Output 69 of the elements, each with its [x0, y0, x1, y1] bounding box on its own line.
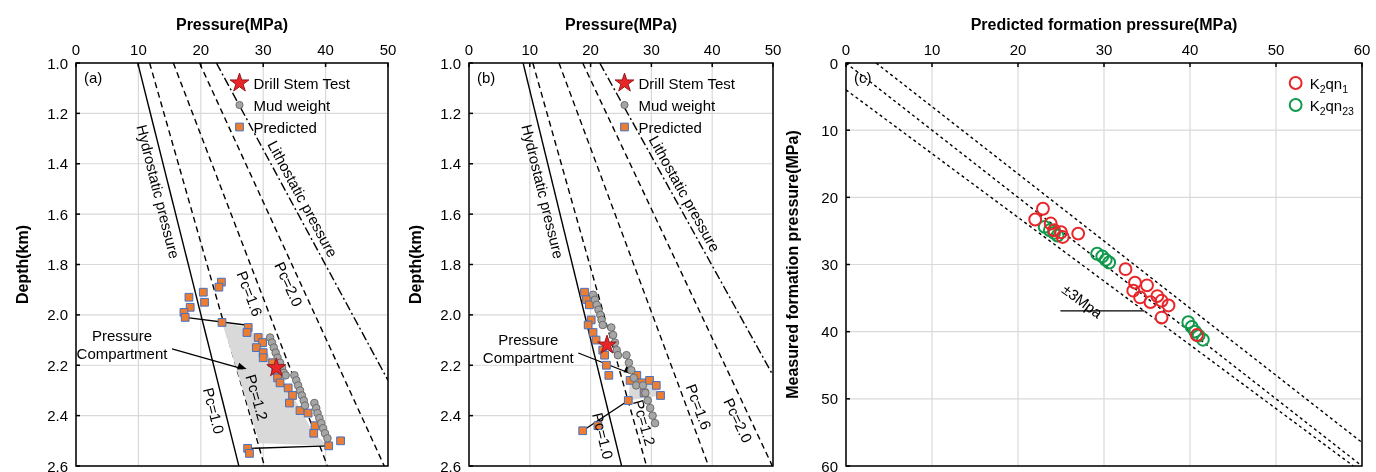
- x-tick-label: 0: [841, 41, 851, 58]
- x-axis-title: Pressure(MPa): [175, 16, 289, 33]
- y-tick-label: 2.0: [47, 306, 68, 324]
- annotation: Pc=1.6: [682, 381, 715, 432]
- x-tick-label: 30: [254, 41, 272, 58]
- y-tick-label: 50: [821, 390, 838, 408]
- legend-label: Drill Stem Test: [253, 74, 351, 92]
- legend-label: Predicted: [638, 118, 702, 136]
- x-tick-label: 50: [379, 41, 397, 58]
- y-tick-label: 2.4: [440, 407, 461, 425]
- y-tick-label: 2.2: [440, 356, 461, 374]
- y-tick-label: 2.6: [47, 457, 68, 472]
- y-tick-label: 2.4: [47, 407, 68, 425]
- annotation: Pc=1.2: [242, 372, 272, 423]
- y-tick-label: 60: [821, 457, 838, 472]
- x-tick-label: 50: [764, 41, 782, 58]
- annotation: (a): [84, 69, 103, 86]
- x-tick-label: 20: [582, 41, 599, 58]
- x-tick-label: 40: [703, 41, 721, 58]
- y-tick-label: 1.0: [47, 54, 68, 72]
- x-tick-label: 20: [1009, 41, 1027, 58]
- x-axis-title: Pressure(MPa): [564, 16, 678, 33]
- x-tick-label: 30: [1095, 41, 1113, 58]
- legend-label: Mud weight: [253, 96, 332, 114]
- y-tick-label: 1.6: [47, 205, 68, 223]
- legend-label: K$_{2}$qn$_{23}$: [1309, 96, 1355, 117]
- y-tick-label: 1.4: [440, 155, 461, 173]
- y-tick-label: 1.0: [440, 54, 461, 72]
- text: Pressure Compartment: [76, 326, 169, 362]
- legend-label: Predicted: [253, 118, 317, 136]
- y-tick-label: 40: [821, 323, 838, 341]
- text: Pressure Compartment: [482, 331, 575, 366]
- y-axis-title: Measured formation pressure(MPa): [784, 130, 801, 399]
- x-tick-label: 10: [130, 41, 147, 58]
- y-tick-label: 1.8: [47, 256, 68, 273]
- y-tick-label: 2.0: [440, 306, 461, 324]
- annotation: (c): [854, 69, 872, 86]
- y-tick-label: 2.2: [47, 356, 68, 374]
- y-tick-label: 20: [821, 188, 838, 206]
- y-tick-label: 1.6: [440, 205, 461, 223]
- x-tick-label: 20: [192, 41, 210, 58]
- y-tick-label: 1.2: [440, 104, 461, 122]
- y-axis-title: Depth(km): [14, 224, 31, 305]
- legend-label: K$_{2}$qn$_{1}$: [1309, 74, 1349, 95]
- y-tick-label: 10: [821, 121, 838, 139]
- annotation: Pc=1.0: [199, 385, 228, 436]
- x-tick-label: 50: [1267, 41, 1285, 58]
- legend-label: Drill Stem Test: [638, 74, 736, 92]
- x-tick-label: 30: [643, 41, 660, 58]
- legend-label: Mud weight: [638, 96, 717, 114]
- annotation: Pc=1.0: [589, 410, 617, 461]
- annotation: Pc=1.2: [629, 397, 659, 448]
- y-tick-label: 30: [821, 256, 838, 273]
- y-axis-title: Depth(km): [407, 224, 424, 305]
- annotation: Pc=1.6: [233, 268, 267, 319]
- x-tick-label: 0: [464, 41, 474, 58]
- x-tick-label: 10: [521, 41, 539, 58]
- annotation: (b): [477, 69, 496, 86]
- x-tick-label: 40: [317, 41, 334, 58]
- x-tick-label: 10: [923, 41, 941, 58]
- x-tick-label: 0: [71, 41, 81, 58]
- x-axis-title: Predicted formation pressure(MPa): [970, 16, 1238, 33]
- x-tick-label: 40: [1181, 41, 1199, 58]
- y-tick-label: 0: [829, 54, 838, 72]
- y-tick-label: 1.4: [47, 155, 68, 173]
- x-tick-label: 60: [1353, 41, 1371, 58]
- y-tick-label: 1.8: [440, 256, 461, 273]
- y-tick-label: 1.2: [47, 104, 68, 122]
- y-tick-label: 2.6: [440, 457, 461, 472]
